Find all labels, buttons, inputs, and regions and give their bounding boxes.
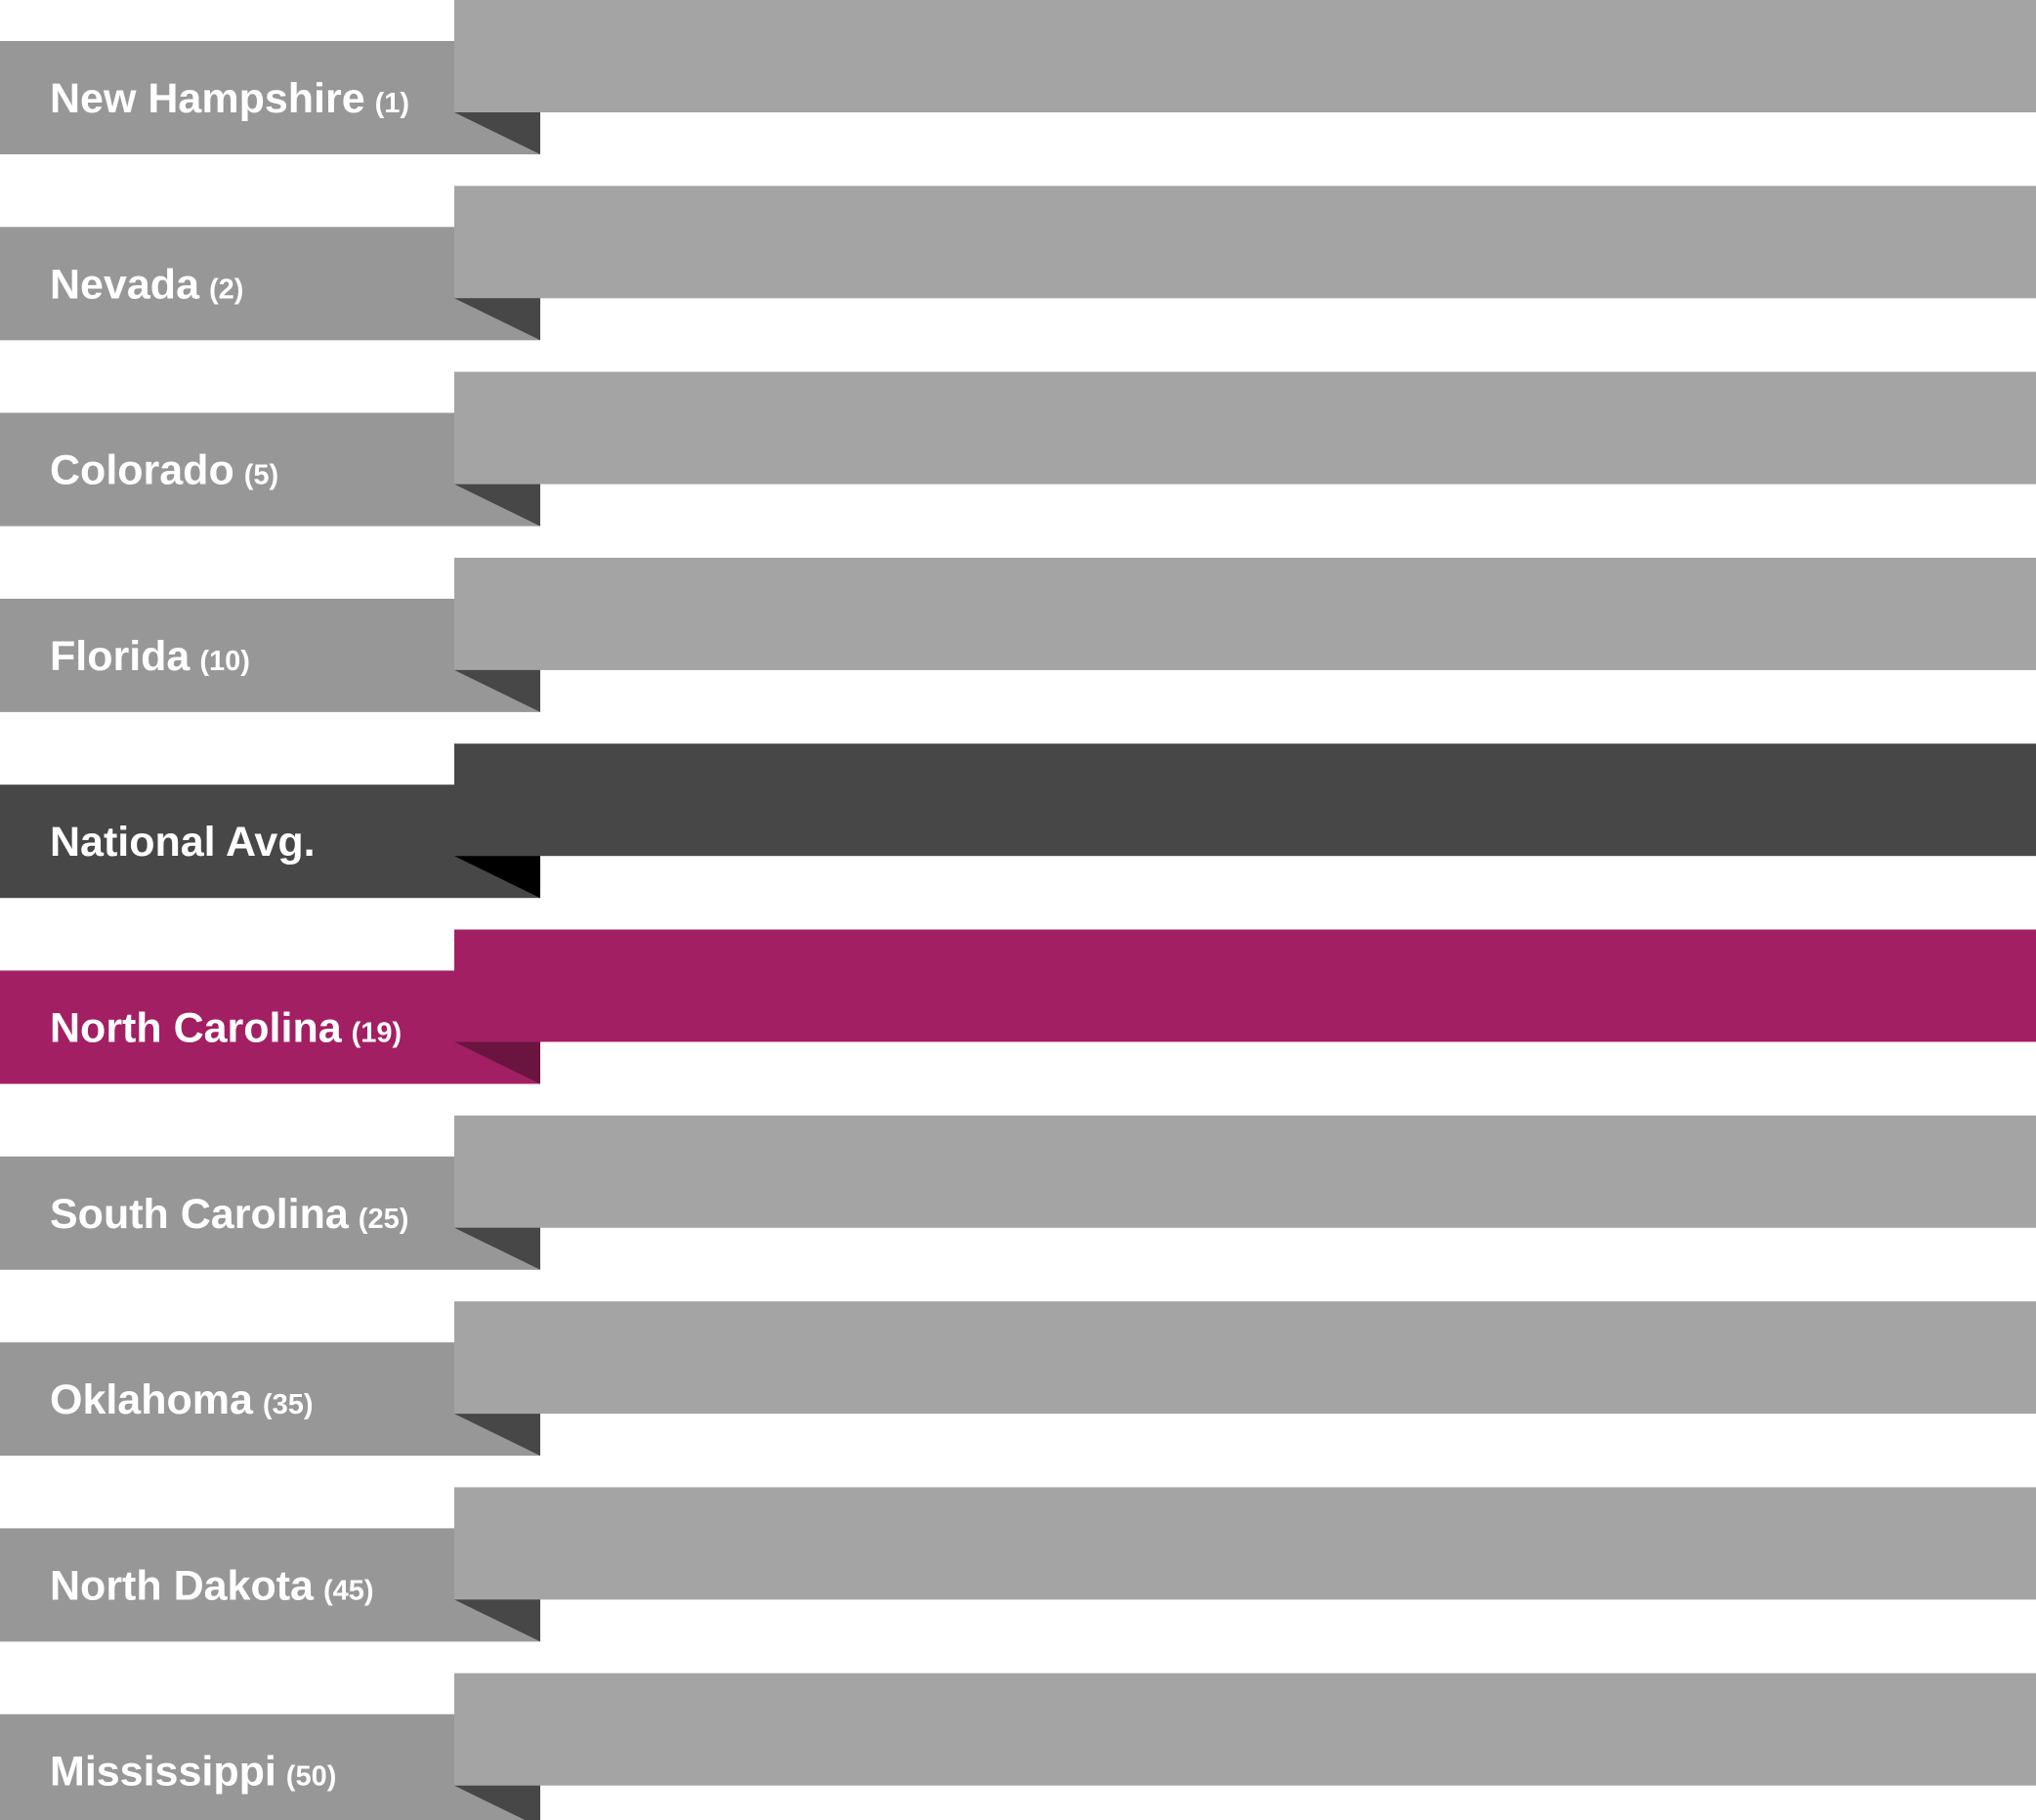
bar (454, 1115, 2036, 1228)
category-name: South Carolina (50, 1191, 350, 1238)
bar (454, 743, 2036, 857)
label-tab (0, 412, 540, 527)
bar-fold (454, 1041, 540, 1084)
bar (454, 371, 2036, 485)
category-rank: (19) (352, 1018, 403, 1049)
category-label: Florida (10) (50, 633, 250, 680)
bar-row: National Avg.6.7% (0, 743, 2036, 899)
bar (454, 929, 2036, 1042)
bar-row: Colorado (5) (0, 371, 2036, 527)
category-name: Nevada (50, 261, 200, 308)
category-name: National Avg. (50, 819, 316, 866)
category-rank: (10) (199, 646, 250, 677)
category-rank: (1) (375, 88, 409, 119)
bar-row: New Hampshire(1)4.6% (0, 0, 2036, 154)
label-tab (0, 227, 540, 341)
bar-fold (454, 669, 540, 712)
bar-fold (454, 298, 540, 341)
label-tab (0, 598, 540, 712)
bar-row: South Carolina (25) (0, 1115, 2036, 1270)
category-label: Oklahoma (35) (50, 1376, 313, 1423)
category-rank: (2) (209, 274, 243, 305)
category-name: Colorado (50, 447, 234, 494)
bar-fold (454, 484, 540, 527)
bar (454, 1672, 2036, 1786)
category-label: North Carolina (19) (50, 1005, 402, 1052)
bar-fold (454, 1599, 540, 1642)
label-tab (0, 41, 540, 154)
category-label: Nevada (2) (50, 261, 243, 308)
category-label: South Carolina (25) (50, 1191, 408, 1238)
label-tab (0, 1342, 540, 1457)
bar-fold (454, 112, 540, 154)
category-rank: (25) (359, 1204, 409, 1235)
label-tab (0, 1156, 540, 1270)
bar-fold (454, 1785, 540, 1820)
label-tab (0, 784, 540, 899)
bar (454, 186, 2036, 299)
bar (454, 1301, 2036, 1415)
category-name: North Dakota (50, 1562, 315, 1609)
bar-fold (454, 1227, 540, 1270)
category-label: North Dakota (45) (50, 1562, 374, 1609)
bar-row: Mississippi(50)11.6% (0, 1672, 2036, 1820)
category-label: Mississippi (50) (50, 1749, 336, 1796)
bar (454, 1487, 2036, 1600)
category-label: National Avg. (50, 819, 316, 866)
bar-row: North Carolina(19)6.8% (0, 929, 2036, 1084)
category-rank: (45) (323, 1575, 374, 1606)
bar-row: Oklahoma (35) (0, 1301, 2036, 1457)
label-tab (0, 1714, 540, 1820)
label-tab (0, 970, 540, 1084)
bar-row: North Dakota (45) (0, 1487, 2036, 1642)
category-rank: (50) (286, 1761, 337, 1793)
category-name: New Hampshire (50, 75, 365, 122)
bar-fold (454, 856, 540, 899)
category-label: New Hampshire (1) (50, 75, 409, 122)
category-rank: (5) (244, 460, 278, 491)
category-name: North Carolina (50, 1005, 343, 1052)
bar-row: Florida (10) (0, 557, 2036, 712)
category-rank: (35) (263, 1389, 314, 1420)
category-name: Oklahoma (50, 1376, 254, 1423)
label-tab (0, 1528, 540, 1642)
category-name: Florida (50, 633, 191, 680)
bar-row: Nevada (2) (0, 186, 2036, 341)
category-label: Colorado (5) (50, 447, 278, 494)
category-name: Mississippi (50, 1749, 276, 1796)
bar (454, 557, 2036, 670)
bar (454, 0, 2036, 112)
bar-fold (454, 1414, 540, 1457)
